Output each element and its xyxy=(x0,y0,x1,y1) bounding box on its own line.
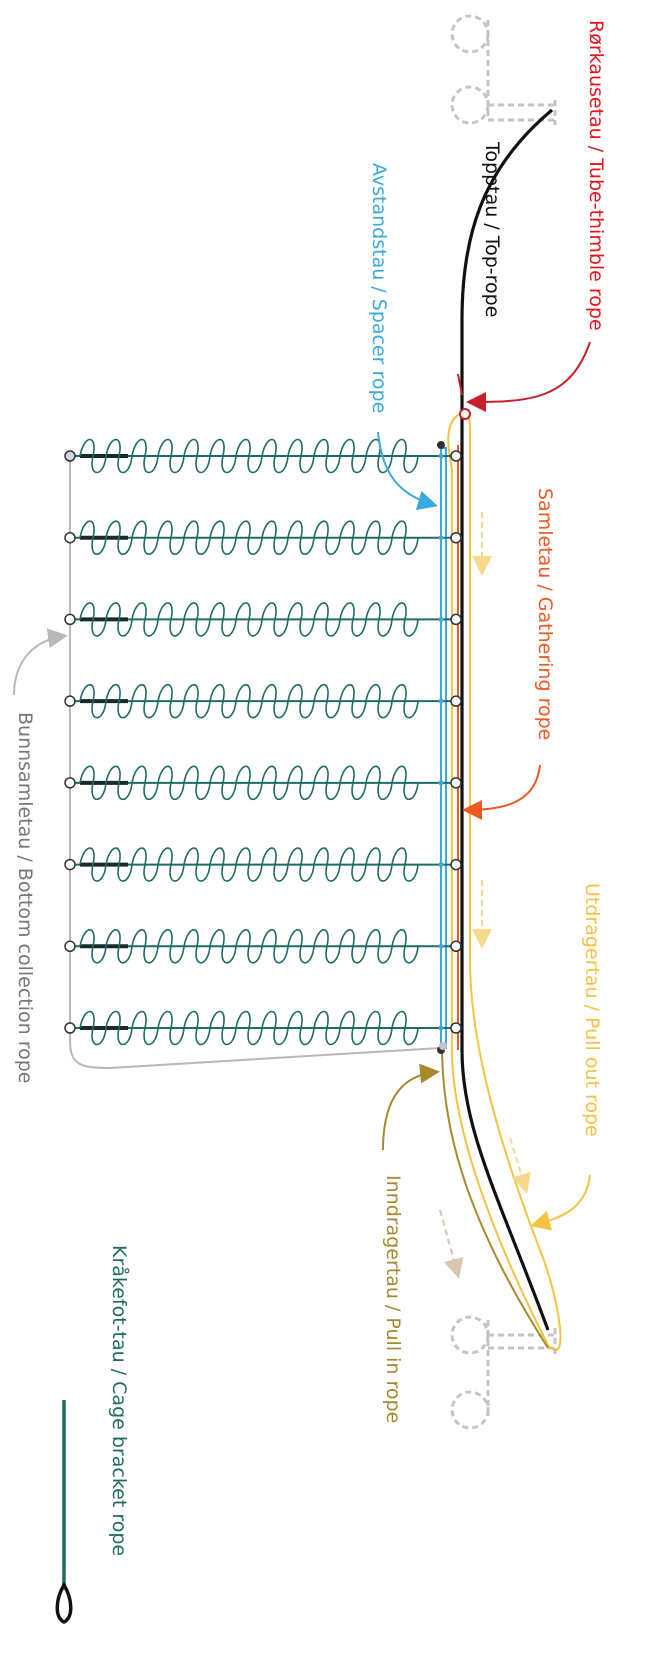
ring-icon xyxy=(450,940,462,953)
cage-coil xyxy=(79,520,419,556)
tube-thimble-tick xyxy=(457,373,463,396)
cage-rows xyxy=(64,438,462,1046)
top-anchor-icon xyxy=(450,14,557,125)
cage-bracket-rope-label: Kråkefot-tau / Cage bracket rope xyxy=(108,1245,130,1557)
cage-coil xyxy=(79,765,419,801)
spacer-joint-dot xyxy=(438,535,444,541)
ring-icon xyxy=(64,450,76,462)
ring-icon xyxy=(64,695,76,707)
ring-icon xyxy=(64,531,76,544)
ring-icon xyxy=(450,613,462,626)
gathering-rope-label: Samletau / Gathering rope xyxy=(534,488,556,741)
pull-out-rope-arrow xyxy=(530,1174,591,1231)
connector-dot xyxy=(437,441,445,449)
ring-icon xyxy=(450,777,462,789)
ring-icon xyxy=(64,1022,76,1034)
cage-row xyxy=(64,683,462,719)
spacer-joint-dot xyxy=(438,862,444,868)
ring-icon xyxy=(450,1022,462,1034)
spacer-joint-dot xyxy=(438,698,444,704)
cage-coil xyxy=(79,847,419,882)
gathering-rope-arrow xyxy=(462,764,541,820)
cage-row xyxy=(64,847,462,882)
spacer-rope-arrow xyxy=(377,431,438,511)
top-rope-line xyxy=(460,108,554,1331)
cage-coil xyxy=(79,928,419,964)
pull-in-rope-label: Inndragertau / Pull in rope xyxy=(382,1175,404,1424)
bottom-collection-rope-line xyxy=(69,456,441,1070)
top-rope-label: Topptau / Top-rope xyxy=(481,142,503,318)
cage-coil xyxy=(79,438,419,474)
cage-row xyxy=(64,520,462,556)
spacer-joint-dot xyxy=(438,780,444,786)
tube-thimble-arrow xyxy=(466,341,591,412)
spacer-joint-dot xyxy=(438,453,444,459)
pull-out-rope-label: Utdragertau / Pull out rope xyxy=(581,883,603,1137)
cage-row xyxy=(64,438,462,474)
ring-icon xyxy=(64,858,76,871)
ring-icon xyxy=(64,940,76,953)
ring-icon xyxy=(450,450,462,462)
tube-thimble-label: Rørkausetau / Tube-thimble rope xyxy=(585,20,607,331)
ring-icon xyxy=(64,777,76,789)
ring-icon xyxy=(450,695,462,707)
spacer-rope-label: Avstandstau / Spacer rope xyxy=(368,163,390,414)
bottom-collection-rope-arrow xyxy=(13,628,68,696)
cage-row xyxy=(64,602,462,637)
cage-bracket-legend-loop-icon xyxy=(55,1581,73,1624)
pull-in-rope-line xyxy=(441,1044,549,1349)
spacer-joint-dot xyxy=(438,943,444,949)
cage-row xyxy=(64,928,462,964)
cage-coil xyxy=(79,683,419,719)
pull-direction-arrow xyxy=(439,1209,464,1279)
cage-row xyxy=(64,765,462,801)
cage-coil xyxy=(79,1010,419,1046)
spacer-joint-dot xyxy=(438,616,444,622)
pull-direction-arrow xyxy=(509,1137,531,1194)
ring-icon xyxy=(64,613,76,626)
ring-icon xyxy=(450,858,462,871)
bottom-collection-rope-label: Bunnsamletau / Bottom collection rope xyxy=(14,712,36,1084)
cage-row xyxy=(64,1010,462,1046)
pull-out-rope-line xyxy=(447,410,562,1352)
pull-in-rope-arrow xyxy=(382,1063,440,1151)
connector-dot xyxy=(439,1042,447,1050)
spacer-joint-dot xyxy=(438,1025,444,1031)
tube-thimble-marker xyxy=(459,408,471,420)
ring-icon xyxy=(450,531,462,544)
cage-coil xyxy=(79,602,419,637)
